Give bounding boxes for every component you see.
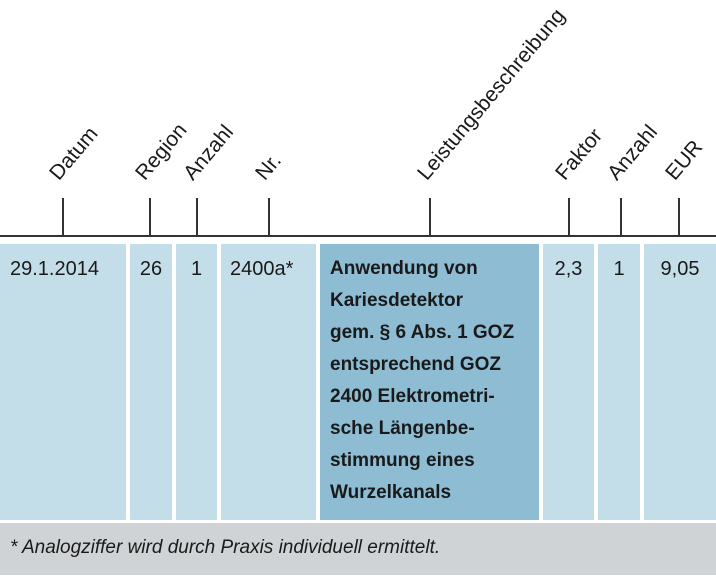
cell-leistungsbeschreibung: Anwendung von Kariesdetektor gem. § 6 Ab… — [320, 244, 539, 520]
header-anzahl-2: Anzahl — [603, 120, 663, 185]
tick-datum — [62, 198, 64, 236]
cell-anzahl: 1 — [176, 244, 217, 520]
footnote: * Analogziffer wird durch Praxis individ… — [0, 523, 716, 575]
cell-eur: 9,05 — [644, 244, 716, 520]
header-datum: Datum — [45, 122, 103, 185]
tick-leistung — [429, 198, 431, 236]
cell-faktor: 2,3 — [543, 244, 594, 520]
tick-faktor — [568, 198, 570, 236]
cell-anzahl-2: 1 — [598, 244, 640, 520]
tick-eur — [678, 198, 680, 236]
header-faktor: Faktor — [551, 124, 608, 185]
header-leistungsbeschreibung: Leistungsbeschreibung — [413, 4, 570, 185]
cell-anzahl-2-value: 1 — [613, 258, 625, 280]
desc-line: stimmung eines — [330, 450, 475, 471]
desc-line: sche Längenbe- — [330, 418, 475, 439]
desc-line: Wurzelkanals — [330, 482, 452, 503]
cell-nr: 2400a* — [221, 244, 316, 520]
tick-anzahl-2 — [620, 198, 622, 236]
cell-nr-value: 2400a* — [230, 258, 294, 280]
footnote-text: * Analogziffer wird durch Praxis individ… — [10, 537, 441, 558]
desc-line: 2400 Elektrometri- — [330, 386, 495, 407]
cell-datum: 29.1.2014 — [0, 244, 126, 520]
cell-region: 26 — [130, 244, 172, 520]
tick-anzahl — [196, 198, 198, 236]
header-eur: EUR — [661, 135, 708, 185]
cell-datum-value: 29.1.2014 — [10, 258, 99, 280]
cell-eur-value: 9,05 — [660, 258, 700, 280]
cell-faktor-value: 2,3 — [554, 258, 583, 280]
desc-line: Anwendung von — [330, 258, 478, 279]
header-rule — [0, 235, 716, 237]
cell-anzahl-value: 1 — [190, 258, 203, 280]
tick-nr — [268, 198, 270, 236]
desc-line: entsprechend GOZ — [330, 354, 502, 375]
desc-line: gem. § 6 Abs. 1 GOZ — [330, 322, 515, 343]
tick-region — [149, 198, 151, 236]
cell-region-value: 26 — [139, 258, 163, 280]
header-region: Region — [131, 118, 192, 185]
header-nr: Nr. — [251, 149, 287, 185]
desc-line: Kariesdetektor — [330, 290, 464, 311]
